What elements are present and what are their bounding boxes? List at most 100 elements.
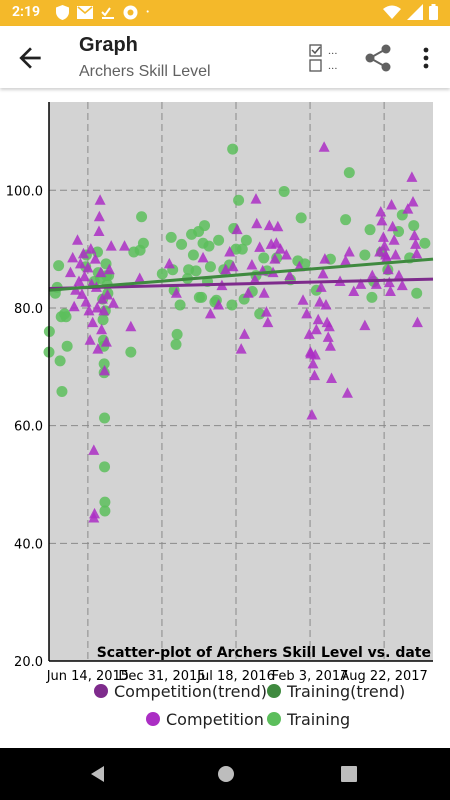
- training-point: [343, 167, 355, 179]
- competition-point: [274, 243, 286, 254]
- training-point: [170, 338, 182, 350]
- competition-point: [163, 257, 175, 269]
- training-point: [137, 237, 149, 249]
- competition-point: [378, 240, 390, 251]
- competition-point: [235, 343, 247, 354]
- training-point: [340, 214, 352, 226]
- training-point: [233, 194, 245, 206]
- competition-point: [231, 223, 243, 235]
- data-points: [43, 141, 431, 523]
- competition-point: [94, 194, 106, 205]
- competition-point: [93, 210, 105, 222]
- legend-marker: [267, 712, 281, 726]
- competition-point: [410, 238, 422, 249]
- competition-point: [309, 349, 321, 360]
- competition-point: [390, 248, 402, 260]
- competition-point: [249, 273, 261, 285]
- training-point: [204, 261, 216, 273]
- competition-point: [74, 257, 86, 269]
- training-point: [165, 231, 177, 243]
- competition-point: [387, 220, 399, 232]
- training-point: [364, 224, 376, 236]
- recents-square-icon[interactable]: [340, 765, 358, 783]
- chrome-icon: [123, 5, 138, 20]
- competition-point: [105, 240, 117, 251]
- competition-point: [359, 319, 371, 331]
- chart-title: Scatter-plot of Archers Skill Level vs. …: [97, 645, 431, 661]
- competition-point: [103, 263, 115, 275]
- competition-point: [323, 320, 335, 332]
- competition-point: [170, 287, 182, 298]
- training-point: [258, 252, 270, 264]
- series-toggle-button[interactable]: ... ...: [308, 42, 348, 74]
- navigation-bar: [0, 748, 450, 800]
- competition-point: [375, 206, 387, 217]
- competition-point: [89, 253, 101, 264]
- competition-point: [204, 307, 216, 319]
- competition-point: [366, 269, 378, 281]
- competition-point: [381, 251, 393, 263]
- competition-point: [315, 281, 327, 292]
- y-tick-labels: 20.0 40.0 60.0 80.0 100.0: [6, 184, 43, 670]
- competition-point: [301, 307, 313, 319]
- competition-point: [407, 196, 419, 207]
- competition-point: [73, 275, 85, 286]
- more-options-button[interactable]: [412, 42, 440, 74]
- competition-point: [340, 254, 352, 266]
- share-icon: [365, 44, 391, 72]
- training-point: [187, 249, 199, 261]
- home-circle-icon[interactable]: [216, 764, 236, 784]
- competition-point: [91, 301, 103, 313]
- back-button[interactable]: [14, 42, 46, 74]
- competition-trend-line: [48, 277, 434, 291]
- competition-point: [320, 299, 332, 310]
- x-tick-label: Jul 18, 2016: [196, 669, 275, 684]
- competition-point: [312, 313, 324, 325]
- training-point: [203, 240, 215, 252]
- competition-point: [384, 285, 396, 296]
- training-point: [174, 299, 186, 311]
- training-point: [156, 268, 168, 280]
- training-point: [176, 238, 188, 250]
- competition-point: [250, 193, 262, 204]
- training-point: [190, 265, 202, 277]
- training-point: [199, 220, 211, 232]
- battery-icon: [429, 4, 438, 20]
- training-point: [171, 328, 183, 340]
- competition-point: [310, 323, 322, 335]
- competition-point: [396, 279, 408, 291]
- x-tick-label: Feb 3, 2017: [272, 669, 349, 684]
- competition-point: [80, 296, 92, 307]
- competition-point: [306, 409, 318, 420]
- status-dot: •: [146, 7, 150, 18]
- mail-icon: [77, 6, 93, 19]
- status-bar: 2:19 •: [0, 0, 450, 26]
- legend-marker: [146, 712, 160, 726]
- training-point: [98, 358, 110, 370]
- status-left-icons: •: [56, 5, 149, 20]
- y-tick-label: 20.0: [14, 655, 43, 670]
- competition-point: [272, 220, 284, 232]
- y-tick-label: 40.0: [14, 537, 43, 552]
- x-tick-label: Aug 22, 2017: [340, 669, 427, 684]
- trend-lines: [48, 257, 434, 292]
- competition-point: [303, 328, 315, 339]
- chart-legend: Competition(trend) Training(trend) Competi…: [94, 682, 405, 729]
- wifi-icon: [383, 5, 401, 19]
- competition-point: [263, 219, 275, 231]
- competition-point: [393, 269, 405, 281]
- legend-marker: [267, 684, 281, 698]
- training-point: [54, 355, 66, 367]
- back-triangle-icon[interactable]: [88, 764, 108, 784]
- page-subtitle: Archers Skill Level: [79, 63, 211, 80]
- competition-point: [85, 243, 97, 254]
- share-button[interactable]: [362, 42, 394, 74]
- competition-point: [322, 331, 334, 342]
- x-tick-label: Dec 31, 2015: [118, 669, 205, 684]
- back-arrow-icon: [19, 47, 41, 69]
- training-point: [240, 234, 252, 246]
- competition-point: [92, 343, 104, 354]
- competition-point: [77, 247, 89, 259]
- competition-point: [269, 253, 281, 264]
- competition-point: [262, 316, 274, 328]
